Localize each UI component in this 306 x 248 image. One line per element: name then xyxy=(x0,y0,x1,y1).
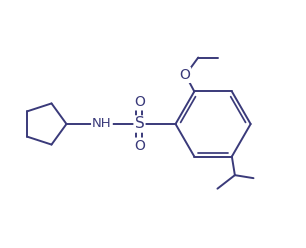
Text: O: O xyxy=(179,68,190,82)
Text: O: O xyxy=(134,95,145,109)
Text: S: S xyxy=(135,117,144,131)
Text: O: O xyxy=(134,139,145,153)
Text: NH: NH xyxy=(92,118,112,130)
